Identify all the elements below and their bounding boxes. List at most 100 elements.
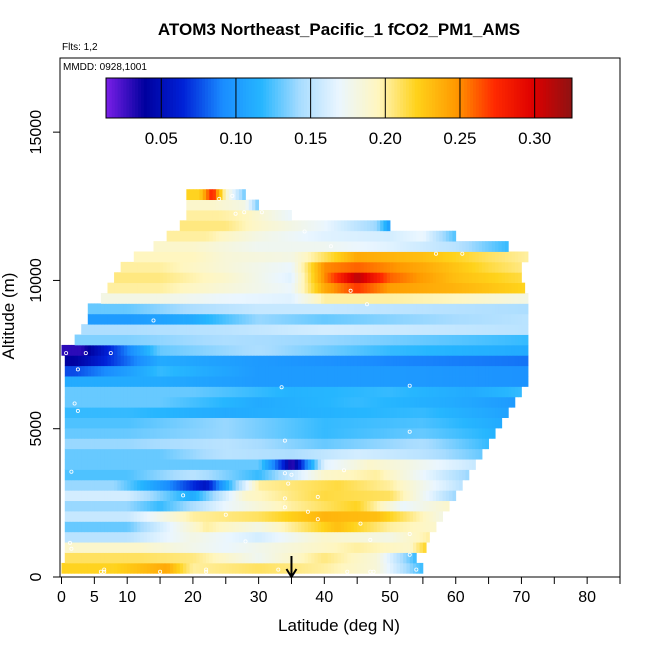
- heatmap-cell: [419, 438, 424, 450]
- heatmap-cell: [429, 511, 434, 522]
- heatmap-cell: [87, 531, 92, 543]
- heatmap-cell: [399, 542, 404, 553]
- heatmap-cell: [330, 521, 335, 533]
- heatmap-cell: [117, 407, 122, 418]
- heatmap-cell: [160, 552, 164, 564]
- heatmap-cell: [376, 376, 381, 387]
- heatmap-cell: [186, 199, 191, 211]
- heatmap-cell: [304, 479, 309, 491]
- heatmap-cell: [153, 282, 158, 294]
- heatmap-cell: [344, 427, 348, 439]
- heatmap-cell: [77, 448, 82, 460]
- heatmap-cell: [459, 365, 463, 377]
- heatmap-cell: [123, 562, 128, 574]
- heatmap-cell: [288, 272, 292, 284]
- heatmap-cell: [179, 230, 184, 242]
- heatmap-cell: [393, 355, 397, 367]
- heatmap-cell: [150, 324, 154, 335]
- heatmap-cell: [314, 355, 319, 367]
- heatmap-cell: [426, 282, 430, 294]
- heatmap-cell: [311, 531, 315, 543]
- heatmap-cell: [252, 324, 256, 335]
- colorbar-strip: [114, 78, 119, 118]
- heatmap-cell: [166, 438, 171, 450]
- heatmap-cell: [445, 293, 450, 304]
- heatmap-cell: [386, 365, 391, 377]
- heatmap-cell: [334, 365, 338, 377]
- heatmap-cell: [347, 324, 352, 335]
- heatmap-cell: [413, 251, 417, 263]
- heatmap-cell: [271, 479, 276, 491]
- heatmap-cell: [294, 552, 299, 564]
- sample-point: [151, 318, 156, 323]
- heatmap-cell: [495, 334, 499, 346]
- heatmap-cell: [455, 417, 460, 429]
- heatmap-cell: [442, 282, 447, 294]
- heatmap-cell: [413, 407, 417, 418]
- heatmap-cell: [284, 531, 289, 543]
- heatmap-cell: [416, 490, 420, 502]
- sample-point: [456, 530, 461, 535]
- heatmap-cell: [472, 324, 476, 335]
- heatmap-cell: [235, 324, 240, 335]
- heatmap-cell: [268, 272, 273, 284]
- heatmap-cell: [196, 479, 200, 491]
- heatmap-cell: [455, 407, 460, 418]
- heatmap-cell: [120, 469, 125, 481]
- heatmap-cell: [176, 459, 181, 470]
- heatmap-cell: [416, 230, 420, 242]
- heatmap-cell: [77, 438, 82, 450]
- heatmap-cell: [426, 376, 430, 387]
- heatmap-cell: [248, 542, 253, 553]
- heatmap-cell: [324, 438, 329, 450]
- heatmap-cell: [176, 552, 181, 564]
- sample-point: [364, 302, 369, 307]
- heatmap-cell: [340, 396, 345, 408]
- heatmap-cell: [462, 459, 466, 470]
- heatmap-cell: [196, 427, 200, 439]
- heatmap-cell: [215, 251, 220, 263]
- heatmap-cell: [242, 199, 246, 211]
- heatmap-cell: [406, 303, 411, 315]
- heatmap-cell: [215, 303, 220, 315]
- heatmap-cell: [209, 511, 214, 522]
- heatmap-cell: [367, 448, 371, 460]
- heatmap-cell: [100, 407, 105, 418]
- heatmap-cell: [215, 511, 220, 522]
- heatmap-cell: [321, 272, 325, 284]
- heatmap-cell: [245, 324, 250, 335]
- heatmap-cell: [383, 303, 388, 315]
- heatmap-cell: [166, 427, 171, 439]
- heatmap-cell: [173, 552, 177, 564]
- heatmap-cell: [337, 479, 342, 491]
- heatmap-cell: [268, 376, 273, 387]
- heatmap-cell: [284, 459, 289, 470]
- heatmap-cell: [301, 355, 306, 367]
- heatmap-cell: [265, 469, 269, 481]
- heatmap-cell: [212, 241, 217, 252]
- heatmap-cell: [284, 542, 289, 553]
- heatmap-cell: [406, 324, 411, 335]
- heatmap-cell: [117, 376, 122, 387]
- heatmap-cell: [212, 282, 217, 294]
- heatmap-cell: [498, 303, 503, 315]
- heatmap-cell: [452, 261, 457, 273]
- heatmap-cell: [508, 365, 512, 377]
- sample-point: [242, 210, 247, 215]
- heatmap-cell: [229, 344, 233, 356]
- heatmap-cell: [347, 459, 352, 470]
- heatmap-cell: [357, 293, 361, 304]
- heatmap-cell: [419, 427, 424, 439]
- heatmap-cell: [120, 313, 125, 325]
- heatmap-cell: [314, 427, 319, 439]
- colorbar-strip: [516, 78, 520, 118]
- heatmap-cell: [422, 303, 427, 315]
- heatmap-cell: [406, 479, 411, 491]
- heatmap-cell: [353, 562, 358, 574]
- heatmap-cell: [327, 552, 332, 564]
- heatmap-cell: [68, 500, 72, 512]
- heatmap-cell: [120, 365, 125, 377]
- heatmap-cell: [104, 469, 108, 481]
- heatmap-cell: [357, 407, 361, 418]
- heatmap-cell: [324, 376, 329, 387]
